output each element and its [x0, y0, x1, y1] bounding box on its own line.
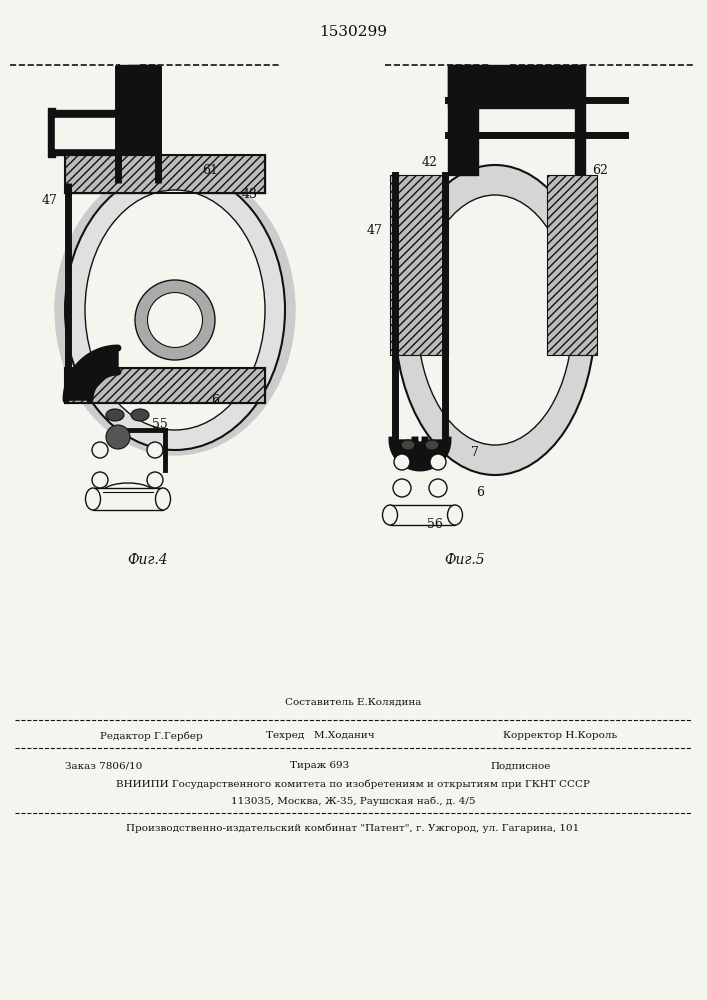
Ellipse shape [106, 409, 124, 421]
Text: 113035, Москва, Ж-35, Раушская наб., д. 4/5: 113035, Москва, Ж-35, Раушская наб., д. … [230, 796, 475, 806]
Ellipse shape [131, 409, 149, 421]
Text: Тираж 693: Тираж 693 [290, 762, 349, 770]
Circle shape [394, 454, 410, 470]
Circle shape [430, 454, 446, 470]
Text: Корректор Н.Король: Корректор Н.Король [503, 732, 617, 740]
Circle shape [147, 472, 163, 488]
Text: Фиг.5: Фиг.5 [445, 553, 485, 567]
Circle shape [147, 442, 163, 458]
Ellipse shape [448, 505, 462, 525]
Ellipse shape [103, 483, 153, 501]
Text: 1530299: 1530299 [319, 25, 387, 39]
Text: Техред   М.Ходанич: Техред М.Ходанич [266, 732, 374, 740]
Ellipse shape [65, 170, 285, 450]
Circle shape [393, 479, 411, 497]
Ellipse shape [85, 190, 265, 430]
Circle shape [92, 472, 108, 488]
Circle shape [429, 479, 447, 497]
Text: 7: 7 [471, 446, 479, 458]
Text: 6: 6 [476, 486, 484, 498]
Bar [65, 368, 265, 403]
Bar [390, 505, 455, 525]
Text: 6: 6 [211, 393, 219, 406]
Text: 7: 7 [161, 448, 169, 462]
Text: 42: 42 [422, 155, 438, 168]
Bar [68, 155, 263, 193]
Ellipse shape [418, 195, 573, 445]
Text: Составитель Е.Колядина: Составитель Е.Колядина [285, 698, 421, 706]
Text: Заказ 7806/10: Заказ 7806/10 [65, 762, 142, 770]
Text: 62: 62 [592, 163, 608, 176]
Ellipse shape [135, 280, 215, 360]
Bar [547, 175, 597, 355]
Text: 55: 55 [152, 418, 168, 432]
Text: 47: 47 [42, 194, 58, 207]
Ellipse shape [148, 292, 202, 348]
Ellipse shape [156, 488, 170, 510]
Circle shape [106, 425, 130, 449]
Text: Подписное: Подписное [490, 762, 550, 770]
Circle shape [92, 442, 108, 458]
Ellipse shape [395, 165, 595, 475]
Ellipse shape [55, 165, 295, 455]
Bar [68, 350, 263, 380]
Text: ВНИИПИ Государственного комитета по изобретениям и открытиям при ГКНТ СССР: ВНИИПИ Государственного комитета по изоб… [116, 779, 590, 789]
Ellipse shape [382, 505, 397, 525]
Ellipse shape [85, 200, 265, 440]
Polygon shape [66, 348, 118, 400]
Text: 56: 56 [427, 518, 443, 532]
Ellipse shape [401, 440, 415, 450]
Text: 61: 61 [202, 163, 218, 176]
Text: Редактор Г.Гербер: Редактор Г.Гербер [100, 731, 203, 741]
Bar [390, 175, 448, 355]
Ellipse shape [425, 440, 439, 450]
Ellipse shape [86, 488, 100, 510]
Text: 47: 47 [367, 224, 383, 236]
Text: 43: 43 [242, 188, 258, 202]
Bar [65, 155, 265, 193]
Bar [93, 488, 163, 510]
Text: Производственно-издательский комбинат "Патент", г. Ужгород, ул. Гагарина, 101: Производственно-издательский комбинат "П… [127, 823, 580, 833]
Polygon shape [392, 440, 448, 468]
Text: Фиг.4: Фиг.4 [128, 553, 168, 567]
